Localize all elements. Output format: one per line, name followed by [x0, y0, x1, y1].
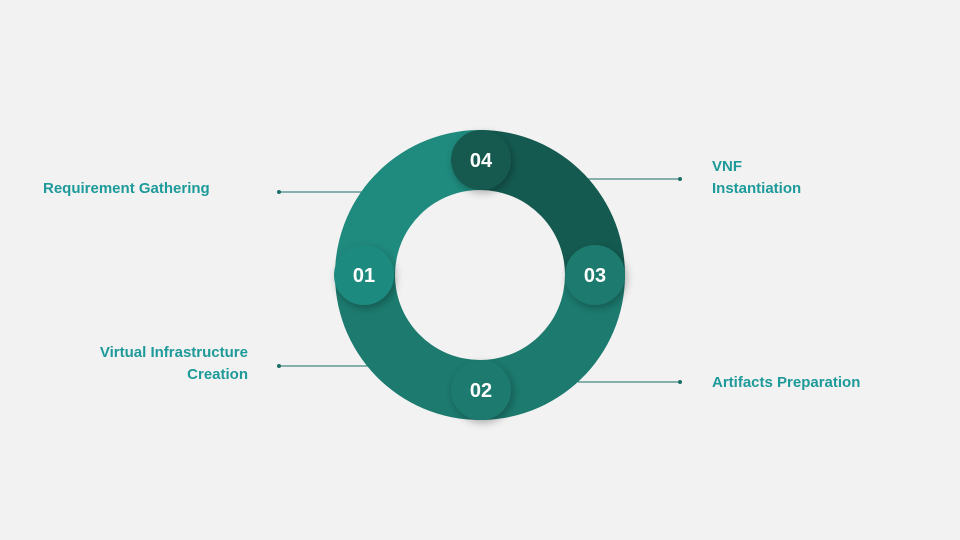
connector-dot-02	[277, 364, 281, 368]
step-label-03-line-1: Artifacts Preparation	[712, 374, 861, 391]
step-badge-04: 04	[451, 130, 511, 190]
step-label-01: Requirement Gathering	[43, 178, 210, 200]
step-badge-01: 01	[334, 245, 394, 305]
step-label-03: Artifacts Preparation	[712, 372, 860, 394]
step-number-02: 02	[470, 380, 492, 402]
step-label-02-line-2: Creation	[187, 366, 248, 383]
connector-dot-04	[678, 177, 682, 181]
connector-lines	[277, 177, 682, 384]
step-label-04-line-1: VNF	[712, 158, 742, 175]
step-label-02-line-1: Virtual Infrastructure	[99, 344, 248, 361]
step-badge-02: 02	[451, 360, 511, 420]
ring-segment-03	[474, 275, 625, 421]
step-number-01: 01	[353, 265, 375, 287]
step-number-04: 04	[470, 150, 493, 172]
ring-segment-01	[335, 130, 486, 275]
connector-dot-03	[678, 380, 682, 384]
ring-segment-04	[480, 130, 626, 281]
step-label-04-line-2: Instantiation	[712, 180, 802, 197]
ring-segment-02	[335, 269, 480, 420]
connector-dot-01	[277, 190, 281, 194]
step-label-02: Virtual Infrastructure Creation	[100, 342, 248, 386]
step-label-04: VNF Instantiation	[712, 156, 801, 200]
step-number-03: 03	[584, 265, 606, 287]
step-label-01-line-1: Requirement Gathering	[43, 180, 210, 197]
ring	[335, 130, 626, 421]
step-badge-03: 03	[565, 245, 625, 305]
